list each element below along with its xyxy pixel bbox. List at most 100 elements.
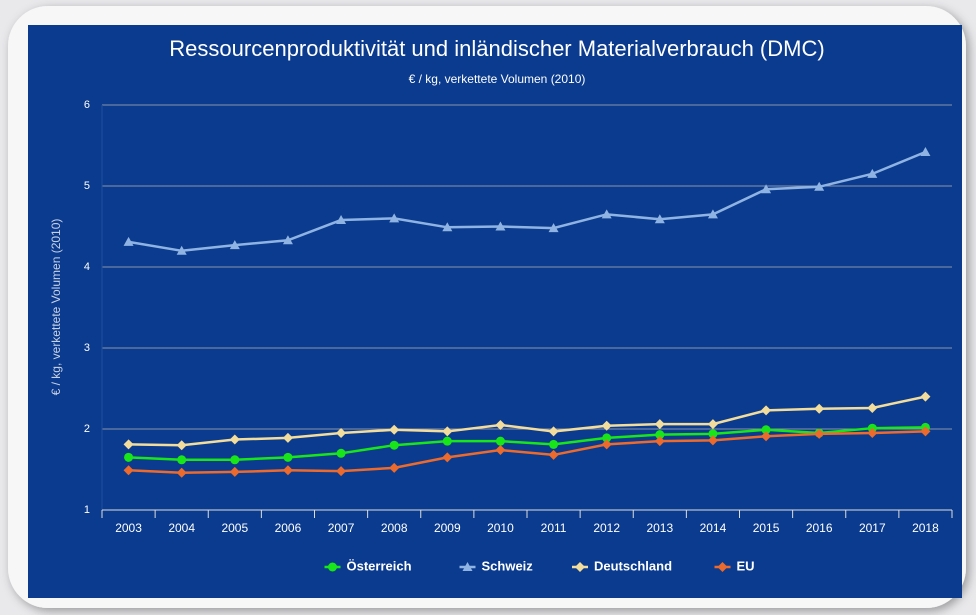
data-point (814, 403, 825, 414)
data-point (389, 462, 400, 473)
data-point (602, 433, 612, 443)
data-point (336, 215, 347, 225)
data-point (442, 222, 453, 232)
y-tick-label: 6 (84, 99, 90, 111)
data-point (389, 440, 399, 450)
x-tick-label: 2018 (912, 521, 939, 535)
data-point (761, 425, 771, 435)
data-point (495, 221, 506, 231)
data-point (282, 235, 293, 245)
x-tick-label: 2015 (753, 521, 780, 535)
chart-background (28, 25, 962, 598)
chart-subtitle: € / kg, verkettete Volumen (2010) (409, 72, 586, 86)
data-point (495, 419, 506, 430)
legend-label: Deutschland (594, 558, 672, 573)
data-point (176, 467, 187, 478)
y-tick-label: 5 (84, 180, 90, 192)
x-tick-label: 2010 (487, 521, 514, 535)
data-point (389, 424, 400, 435)
x-tick-label: 2007 (328, 521, 355, 535)
data-point (389, 213, 400, 223)
x-tick-label: 2005 (221, 521, 248, 535)
data-point (548, 449, 559, 460)
data-point (442, 426, 453, 437)
data-point (229, 434, 240, 445)
data-point (654, 436, 665, 447)
data-point (229, 240, 240, 250)
y-tick-label: 4 (84, 261, 90, 273)
data-point (549, 439, 559, 449)
data-point (123, 439, 134, 450)
data-point (495, 445, 506, 456)
data-point (176, 245, 187, 255)
data-point (176, 440, 187, 451)
legend-marker (717, 562, 728, 572)
data-point (548, 223, 559, 233)
data-point (124, 452, 134, 462)
series-line (128, 430, 926, 474)
data-point (920, 146, 931, 156)
data-point (655, 430, 665, 440)
data-point (814, 181, 825, 191)
chart-title: Ressourcenproduktivität und inländischer… (169, 36, 824, 61)
series-line (128, 426, 926, 462)
data-point (920, 391, 931, 402)
x-tick-label: 2012 (593, 521, 620, 535)
data-point (654, 419, 665, 430)
legend-label: Schweiz (482, 558, 534, 573)
data-point (761, 184, 772, 194)
legend-marker (328, 562, 337, 572)
data-point (601, 209, 612, 219)
data-point (601, 439, 612, 450)
x-tick-label: 2009 (434, 521, 461, 535)
data-point (654, 214, 665, 224)
data-point (548, 426, 559, 437)
y-tick-label: 1 (84, 504, 90, 516)
x-tick-label: 2014 (700, 521, 727, 535)
data-point (920, 426, 931, 437)
data-point (177, 455, 187, 465)
data-point (707, 435, 718, 446)
data-point (761, 431, 772, 442)
data-point (601, 420, 612, 431)
x-tick-label: 2011 (541, 521, 567, 535)
data-point (867, 402, 878, 413)
data-point (230, 455, 240, 465)
data-point (867, 428, 878, 439)
y-tick-label: 3 (84, 342, 90, 354)
data-point (282, 465, 293, 476)
x-tick-label: 2006 (275, 521, 302, 535)
legend-marker (575, 562, 585, 572)
data-point (123, 465, 134, 476)
data-point (442, 436, 452, 446)
data-point (336, 466, 347, 477)
data-point (336, 448, 346, 458)
x-tick-label: 2013 (646, 521, 673, 535)
data-point (761, 405, 772, 416)
x-tick-label: 2004 (168, 521, 195, 535)
data-point (283, 452, 293, 462)
data-point (336, 428, 347, 439)
data-point (229, 466, 240, 477)
data-point (495, 436, 505, 446)
x-tick-label: 2003 (115, 521, 142, 535)
data-point (707, 419, 718, 430)
y-axis-label: € / kg, verkettete Volumen (2010) (49, 219, 63, 396)
series-line (128, 395, 926, 447)
legend-label: EU (737, 558, 755, 573)
y-tick-label: 2 (84, 423, 90, 435)
legend-label: Österreich (347, 558, 412, 573)
legend-marker (462, 562, 473, 571)
x-tick-label: 2017 (859, 521, 886, 535)
data-point (442, 452, 453, 463)
data-point (814, 428, 825, 439)
x-tick-label: 2016 (806, 521, 833, 535)
data-point (867, 168, 878, 178)
series-line (128, 150, 926, 253)
data-point (707, 209, 718, 219)
data-point (123, 236, 134, 246)
data-point (708, 429, 718, 439)
data-point (282, 432, 293, 443)
